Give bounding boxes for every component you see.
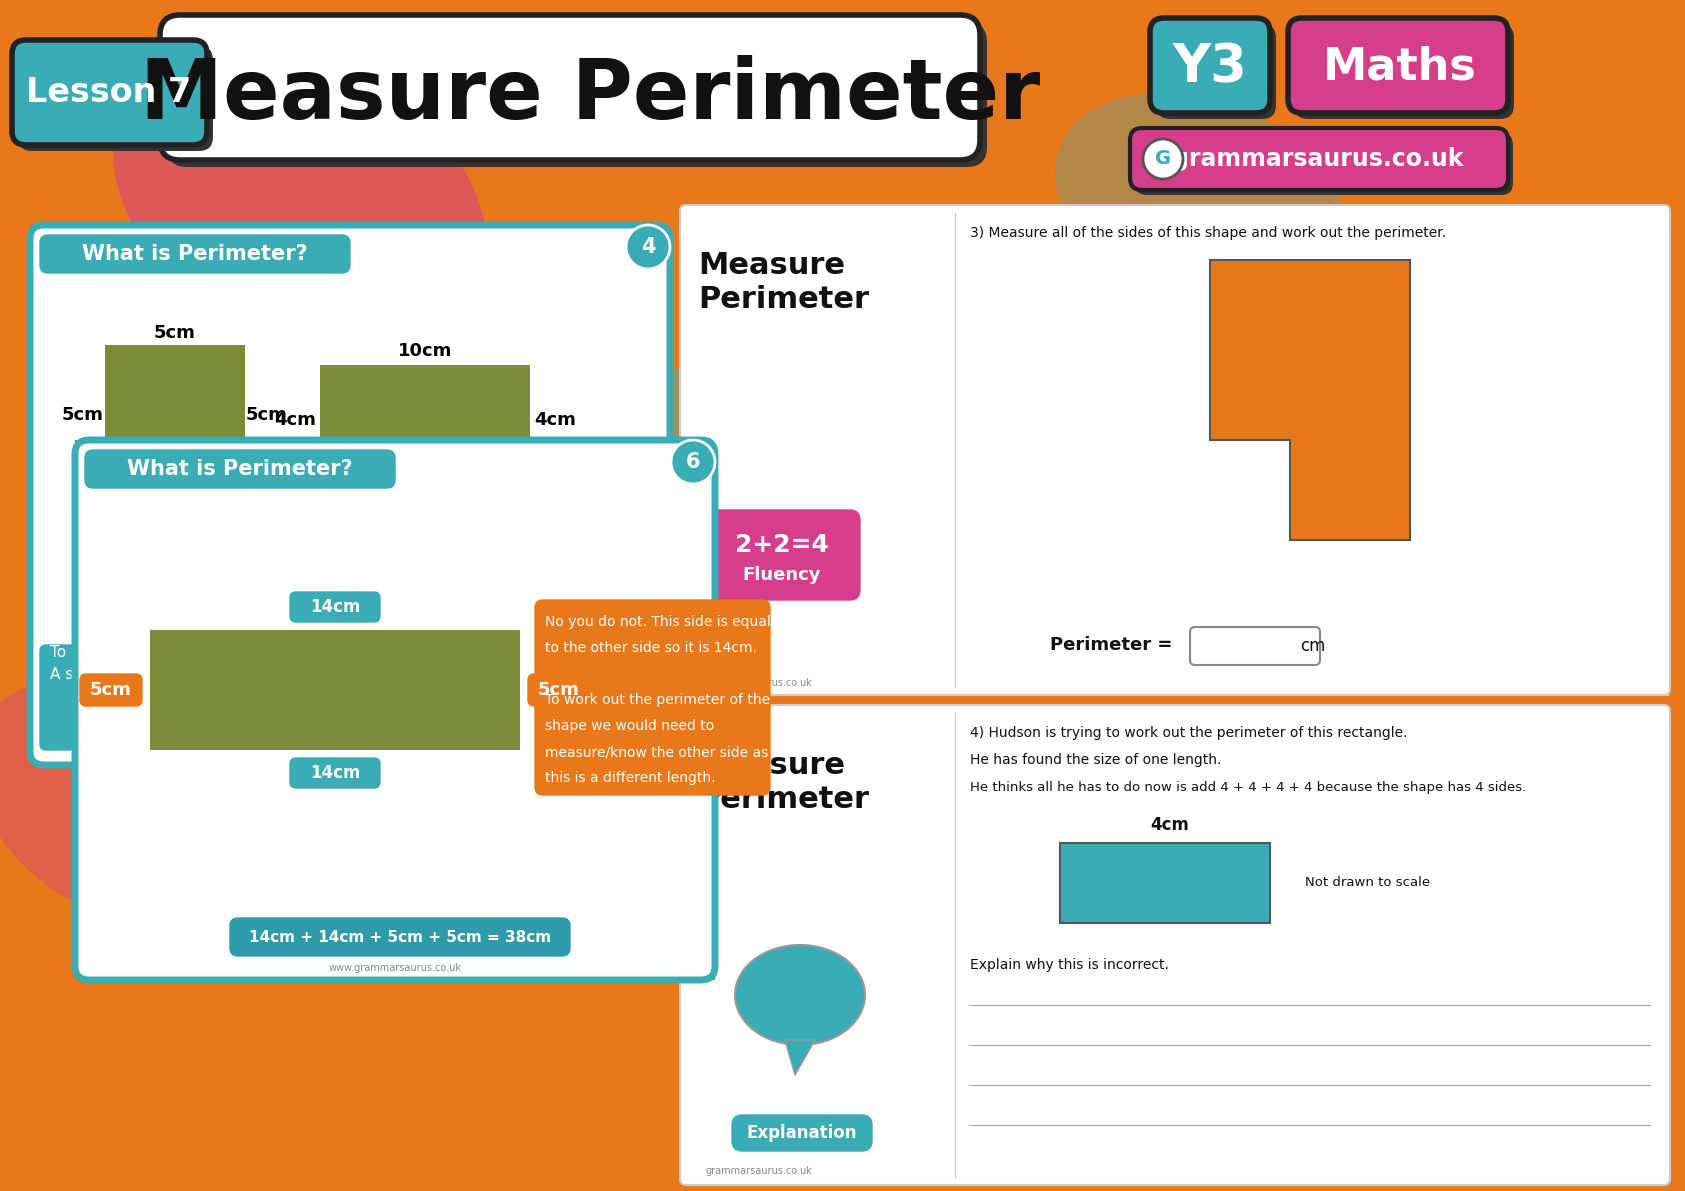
Text: www.grammarsaurus.co.uk: www.grammarsaurus.co.uk <box>329 964 462 973</box>
FancyBboxPatch shape <box>12 40 207 145</box>
Text: Y3: Y3 <box>1173 40 1247 93</box>
Text: to the other side so it is 14cm.: to the other side so it is 14cm. <box>544 641 757 655</box>
FancyBboxPatch shape <box>229 918 570 956</box>
Text: It has two pairs of equal sides: It has two pairs of equal sides <box>357 646 586 661</box>
Circle shape <box>1142 139 1183 179</box>
Text: Perimeter =: Perimeter = <box>1050 636 1173 654</box>
Ellipse shape <box>0 681 226 918</box>
Bar <box>150 630 521 750</box>
Text: To work out the perimeter of the: To work out the perimeter of the <box>544 693 770 707</box>
Text: Measure: Measure <box>698 750 844 779</box>
Polygon shape <box>30 225 79 266</box>
Text: 6: 6 <box>686 453 701 472</box>
FancyBboxPatch shape <box>19 46 212 151</box>
Text: grammarsaurus.co.uk: grammarsaurus.co.uk <box>704 1166 812 1176</box>
Text: 4cm: 4cm <box>1151 816 1190 834</box>
Text: 5cm: 5cm <box>246 406 288 424</box>
Bar <box>320 364 531 475</box>
FancyBboxPatch shape <box>40 646 335 750</box>
FancyBboxPatch shape <box>527 674 590 706</box>
Text: What is Perimeter?: What is Perimeter? <box>83 244 308 264</box>
Ellipse shape <box>113 43 487 357</box>
FancyBboxPatch shape <box>536 600 770 796</box>
Text: Explain why this is incorrect.: Explain why this is incorrect. <box>971 958 1169 972</box>
Bar <box>104 345 244 485</box>
Polygon shape <box>1210 260 1410 540</box>
Text: 5cm: 5cm <box>62 406 104 424</box>
Text: 10cm: 10cm <box>398 342 452 360</box>
Text: To find the perimeter we must add: To find the perimeter we must add <box>51 646 315 661</box>
Text: Maths: Maths <box>1323 45 1478 88</box>
FancyBboxPatch shape <box>167 21 987 167</box>
FancyBboxPatch shape <box>76 439 714 980</box>
Text: cm: cm <box>1301 637 1326 655</box>
Text: 14cm: 14cm <box>310 598 361 616</box>
Text: 3) Measure all of the sides of this shape and work out the perimeter.: 3) Measure all of the sides of this shap… <box>971 226 1446 241</box>
FancyBboxPatch shape <box>349 646 644 750</box>
Text: Perimeter: Perimeter <box>698 286 869 314</box>
FancyBboxPatch shape <box>160 15 981 160</box>
Text: G: G <box>1154 150 1171 168</box>
Text: 5cm: 5cm <box>538 681 580 699</box>
Polygon shape <box>666 930 714 980</box>
Text: A square has four equal sides.: A square has four equal sides. <box>51 667 281 682</box>
Text: Perimeter: Perimeter <box>698 786 869 815</box>
Ellipse shape <box>430 364 770 636</box>
Ellipse shape <box>735 944 864 1045</box>
FancyBboxPatch shape <box>1287 18 1508 113</box>
FancyBboxPatch shape <box>1149 18 1270 113</box>
Polygon shape <box>76 439 125 480</box>
Text: 5cm: 5cm <box>89 681 131 699</box>
Text: 4cm: 4cm <box>275 411 317 429</box>
Text: 2+2=4: 2+2=4 <box>735 534 829 557</box>
Text: grammarsaurus.co.uk: grammarsaurus.co.uk <box>1173 146 1464 172</box>
Text: A rectangle has four sides.: A rectangle has four sides. <box>357 667 563 682</box>
FancyBboxPatch shape <box>1136 133 1513 195</box>
FancyBboxPatch shape <box>731 1115 873 1151</box>
Text: He thinks all he has to do now is add 4 + 4 + 4 + 4 because the shape has 4 side: He thinks all he has to do now is add 4 … <box>971 780 1527 793</box>
Text: 5cm: 5cm <box>153 324 195 342</box>
FancyBboxPatch shape <box>1131 127 1508 191</box>
Text: measure/know the other side as: measure/know the other side as <box>544 746 768 759</box>
Text: this is a different length.: this is a different length. <box>544 771 716 785</box>
Text: He has found the size of one length.: He has found the size of one length. <box>971 753 1222 767</box>
FancyBboxPatch shape <box>1190 626 1319 665</box>
FancyBboxPatch shape <box>704 510 859 600</box>
Text: Lesson 7: Lesson 7 <box>27 76 192 110</box>
FancyBboxPatch shape <box>681 705 1670 1185</box>
Text: Measure: Measure <box>698 250 844 280</box>
Text: grammarsaurus.co.uk: grammarsaurus.co.uk <box>704 678 812 688</box>
Text: 14cm: 14cm <box>310 763 361 782</box>
FancyBboxPatch shape <box>1156 24 1276 119</box>
Text: Not drawn to scale: Not drawn to scale <box>1304 877 1431 890</box>
Text: Explanation: Explanation <box>746 1124 858 1142</box>
Text: 4) Hudson is trying to work out the perimeter of this rectangle.: 4) Hudson is trying to work out the peri… <box>971 727 1407 740</box>
Circle shape <box>627 225 671 269</box>
Polygon shape <box>785 1040 816 1075</box>
FancyBboxPatch shape <box>681 205 1670 696</box>
Text: shape we would need to: shape we would need to <box>544 719 714 732</box>
Ellipse shape <box>1055 93 1345 307</box>
Text: 4cm: 4cm <box>534 411 576 429</box>
Text: 14cm + 14cm + 5cm + 5cm = 38cm: 14cm + 14cm + 5cm + 5cm = 38cm <box>249 929 551 944</box>
Bar <box>1060 843 1270 923</box>
FancyBboxPatch shape <box>290 757 381 788</box>
Text: 5cm: 5cm <box>153 490 195 509</box>
Text: 10cm: 10cm <box>398 480 452 498</box>
Polygon shape <box>620 715 671 765</box>
FancyBboxPatch shape <box>84 450 394 488</box>
Text: 4: 4 <box>640 237 655 257</box>
Text: No you do not. This side is equal: No you do not. This side is equal <box>544 615 770 629</box>
FancyBboxPatch shape <box>79 674 142 706</box>
Circle shape <box>671 439 714 484</box>
FancyBboxPatch shape <box>290 592 381 622</box>
Text: Fluency: Fluency <box>743 566 821 584</box>
Ellipse shape <box>1222 349 1577 650</box>
FancyBboxPatch shape <box>1294 24 1515 119</box>
FancyBboxPatch shape <box>30 225 671 765</box>
FancyBboxPatch shape <box>40 235 350 273</box>
Text: What is Perimeter?: What is Perimeter? <box>126 459 352 479</box>
Text: Measure Perimeter: Measure Perimeter <box>140 55 1040 136</box>
